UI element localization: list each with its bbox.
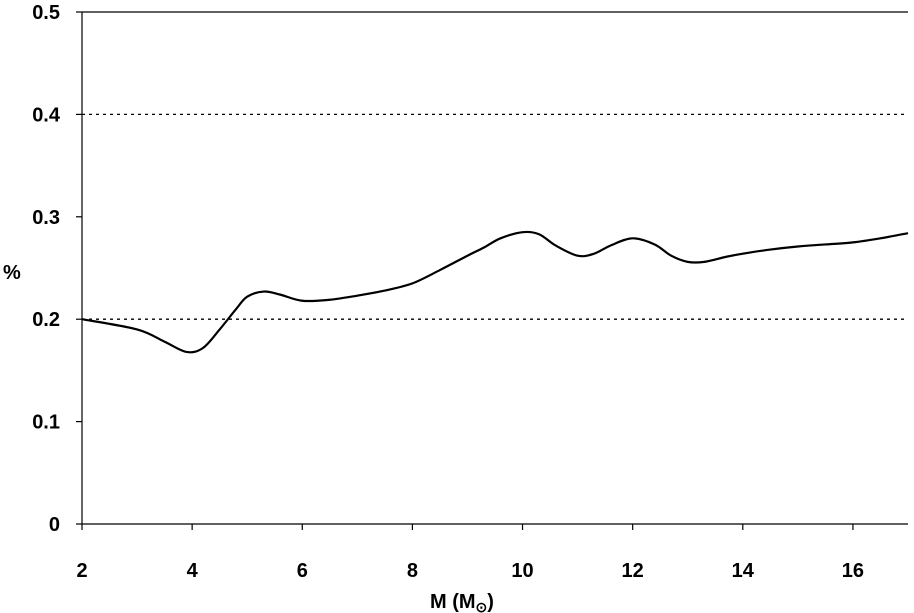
x-axis-label: M (M⊙) <box>430 591 494 613</box>
y-axis-label: % <box>3 262 21 284</box>
x-axis-label-sun-symbol: ⊙ <box>476 599 488 613</box>
x-tick-label: 16 <box>842 560 864 582</box>
tick-labels: 0 0.1 0.2 0.3 0.4 0.5 2 4 6 8 10 12 14 16 <box>32 2 864 582</box>
y-tick-label: 0.5 <box>32 2 60 24</box>
y-tick-label: 0.2 <box>32 309 60 331</box>
y-tick-label: 0.4 <box>32 104 61 126</box>
x-tick-label: 12 <box>622 560 644 582</box>
x-axis-label-close: ) <box>487 591 494 613</box>
x-tick-label: 2 <box>76 560 87 582</box>
y-tick-label: 0 <box>49 514 60 536</box>
reference-lines <box>82 113 908 320</box>
y-tick-label: 0.1 <box>32 412 60 434</box>
y-tick-label: 0.3 <box>32 207 60 229</box>
series-line <box>81 230 909 354</box>
x-axis-label-main: M (M <box>430 591 476 613</box>
ticks <box>76 11 854 530</box>
axes <box>81 11 908 525</box>
x-tick-label: 14 <box>732 560 755 582</box>
x-tick-label: 10 <box>511 560 533 582</box>
x-tick-label: 8 <box>407 560 418 582</box>
x-tick-label: 4 <box>187 560 199 582</box>
data-series <box>81 230 909 354</box>
x-tick-label: 6 <box>297 560 308 582</box>
